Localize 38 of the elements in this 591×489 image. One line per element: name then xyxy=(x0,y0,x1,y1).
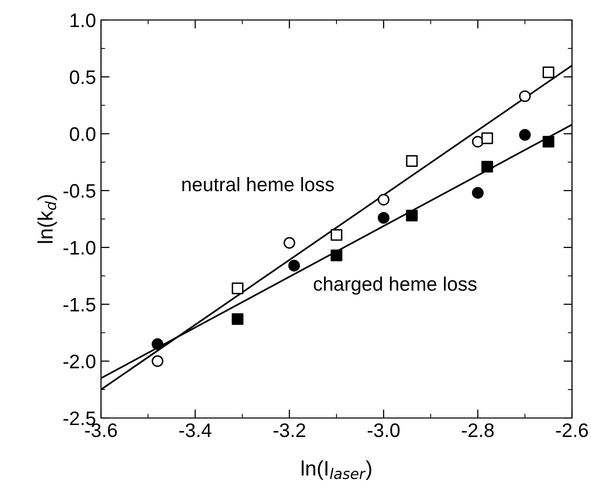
point xyxy=(378,212,390,224)
point xyxy=(284,237,296,249)
point xyxy=(232,313,244,325)
point xyxy=(481,132,494,144)
x-axis-title: ln(I$_{laser}$) xyxy=(302,460,372,480)
point xyxy=(288,260,300,272)
y-tick-label: 1.0 xyxy=(70,13,96,28)
y-tick-label: -2.5 xyxy=(64,411,96,426)
y-axis-title: ln(k$_{d}$) xyxy=(38,195,57,243)
point xyxy=(519,90,531,102)
y-tick-label: -2.0 xyxy=(64,354,96,368)
x-tick-label: -2.8 xyxy=(462,423,494,438)
x-tick-label: -2.6 xyxy=(556,423,588,438)
x-tick-label: -3.6 xyxy=(85,423,117,438)
point xyxy=(406,210,418,222)
x-tick-label: -3.4 xyxy=(179,423,212,438)
y-tick-label: 0.0 xyxy=(70,127,96,141)
x-tick-label: -3.0 xyxy=(368,423,400,438)
x-tick-label: -3.2 xyxy=(274,423,306,438)
point xyxy=(152,355,164,367)
y-tick-label: -1.5 xyxy=(64,298,96,312)
point xyxy=(152,338,164,350)
y-tick-label: -0.5 xyxy=(64,184,96,198)
point xyxy=(481,160,494,173)
y-tick-label: 0.5 xyxy=(70,70,96,84)
point xyxy=(542,66,554,78)
point xyxy=(542,136,554,148)
point xyxy=(406,155,418,167)
annotation: charged heme loss xyxy=(314,276,477,295)
y-tick-label: -1.0 xyxy=(64,240,96,255)
annotation: neutral heme loss xyxy=(182,177,334,192)
point xyxy=(472,136,484,148)
point xyxy=(330,250,342,262)
point xyxy=(519,129,531,141)
point xyxy=(232,282,244,294)
point xyxy=(472,187,484,199)
point xyxy=(378,194,390,206)
point xyxy=(330,229,342,241)
